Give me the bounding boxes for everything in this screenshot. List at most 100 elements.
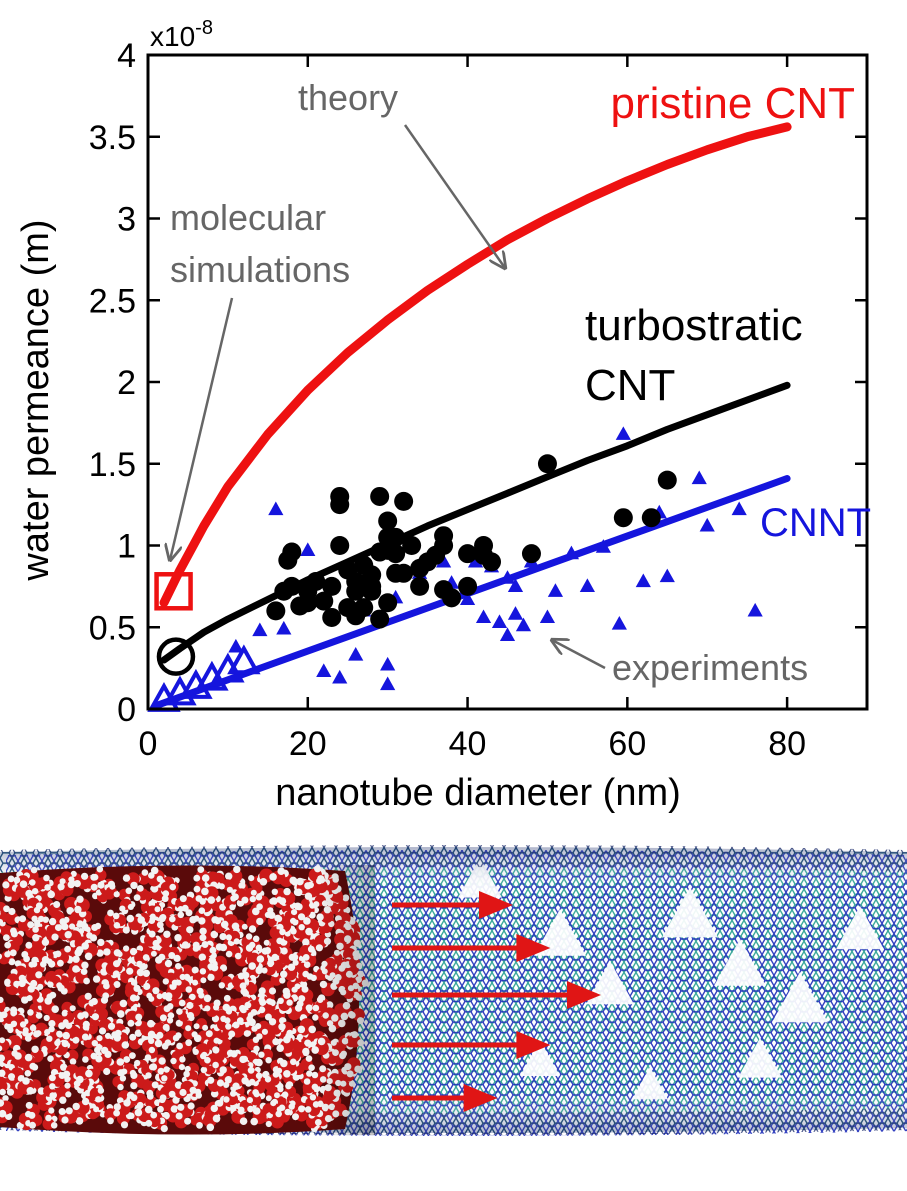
annotation-molecular-line1: molecular [170,197,326,238]
turbostratic-experiment-point [410,576,430,596]
cnnt-experiment-point [380,676,396,691]
cnnt-experiment-point [747,602,763,617]
y-tick-label: 3.5 [89,119,136,157]
x-tick-label: 80 [768,725,806,763]
turbostratic-experiment-point [322,607,342,627]
turbostratic-experiment-point [282,542,302,562]
cnnt-experiment-point [499,627,516,642]
turbostratic-experiment-point [354,598,374,618]
water-shading [0,865,375,1135]
y-tick-label: 3 [117,201,136,239]
cnnt-experiment-point [547,583,564,597]
label-turbostratic-line2: CNT [585,361,675,410]
turbostratic-experiment-point [282,576,302,596]
cnnt-experiment-point [579,578,595,592]
cnnt-experiment-point [459,591,476,606]
turbostratic-experiment-point [442,588,462,608]
cnnt-experiment-point [467,553,484,568]
experiments-arrow [552,640,606,670]
pristine-simulation-point [154,572,193,611]
flow-arrow-head [516,934,551,962]
y-tick-label: 0.5 [89,609,136,647]
turbostratic-experiment-point [434,536,454,555]
cnnt-experiment-point [691,470,707,485]
turbostratic-experiment-point [330,536,350,555]
y-axis-label: water permeance (m) [15,219,57,581]
turbostratic-experiment-point [482,552,502,572]
cnnt-experiment-point [515,617,532,632]
cnnt-experiment-point [563,545,580,560]
turbostratic-experiment-point [458,544,478,564]
x-tick-label: 60 [608,725,646,763]
turbostratic-experiment-point [370,609,390,629]
turbostratic-experiment-point [402,536,422,555]
annotation-theory: theory [298,77,398,118]
x-axis-label: nanotube diameter (nm) [275,772,681,814]
cnnt-experiment-point [499,570,516,584]
cnnt-experiment-point [316,663,332,677]
turbostratic-experiment-point [537,454,557,474]
flow-arrow-head [516,1031,551,1059]
experiment-points [228,426,763,691]
molecular-arrow [170,297,234,560]
theory-line-turbostratic-cnt [160,381,791,664]
x-axis: 0 20 40 60 80 [139,55,806,763]
flow-arrow-head [463,1084,498,1112]
nanotube-illustration [0,845,907,1136]
turbostratic-experiment-point [641,508,661,528]
cnnt-experiment-point [252,622,268,637]
y-tick-label: 2.5 [89,282,136,320]
cnnt-experiment-point [635,573,651,588]
water-molecules [0,865,375,1135]
cnnt-experiment-point [731,501,747,516]
cnnt-experiment-point [348,647,364,661]
turbostratic-experiment-point [314,591,334,611]
turbostratic-experiment-point [521,544,541,564]
cnnt-experiment-point [380,656,396,671]
cnnt-experiment-point [300,542,316,557]
cnnt-experiment-point [611,615,627,630]
turbostratic-experiment-point [386,527,406,547]
turbostratic-experiment-point [613,508,633,528]
turbostratic-experiment-point [386,544,406,564]
flow-arrow-head [479,891,513,919]
theory-arrow [403,124,505,268]
y-multiplier: x10-8 [150,17,213,52]
turbostratic-experiment-point [362,576,382,596]
turbostratic-experiment-point [458,576,478,596]
turbostratic-experiment-point [370,486,390,506]
turbostratic-experiment-point [266,601,286,621]
turbostratic-experiment-point [657,470,677,490]
turbostratic-experiment-point [394,491,414,511]
label-cnnt: CNNT [760,501,871,545]
turbostratic-experiment-point [394,563,414,583]
x-tick-label: 40 [449,725,487,763]
turbostratic-simulation-point [156,637,196,676]
cnnt-experiment-point [276,620,292,635]
x-tick-label: 0 [139,725,158,763]
cnnt-experiment-point [228,638,244,653]
flow-arrows [392,891,601,1112]
turbostratic-experiment-point [330,495,350,515]
flow-arrow-head [567,981,601,1009]
turbostratic-experiment-point [378,511,398,531]
annotation-molecular-line2: simulations [170,249,350,290]
cnnt-experiment-point [615,426,631,440]
y-tick-label: 2 [117,364,136,402]
cnnt-experiment-point [659,568,675,583]
cnnt-experiment-point [699,517,715,532]
label-turbostratic-line1: turbostratic [585,301,803,350]
cnnt-experiment-point [539,609,556,624]
cnnt-experiment-point [475,609,492,624]
cnnt-experiment-point [507,606,524,620]
y-tick-label: 4 [117,37,136,75]
theory-line-pristine-cnt [159,122,792,608]
cnnt-experiment-point [435,553,452,568]
cnnt-experiment-point [491,614,508,628]
turbostratic-experiment-point [346,571,366,591]
annotation-experiments: experiments [612,647,808,688]
y-axis: 0 0.5 1 1.5 2 2.5 3 3.5 4 [89,37,867,729]
turbostratic-experiment-point [298,593,318,613]
y-tick-label: 1 [117,528,136,566]
y-tick-label: 0 [117,691,136,729]
